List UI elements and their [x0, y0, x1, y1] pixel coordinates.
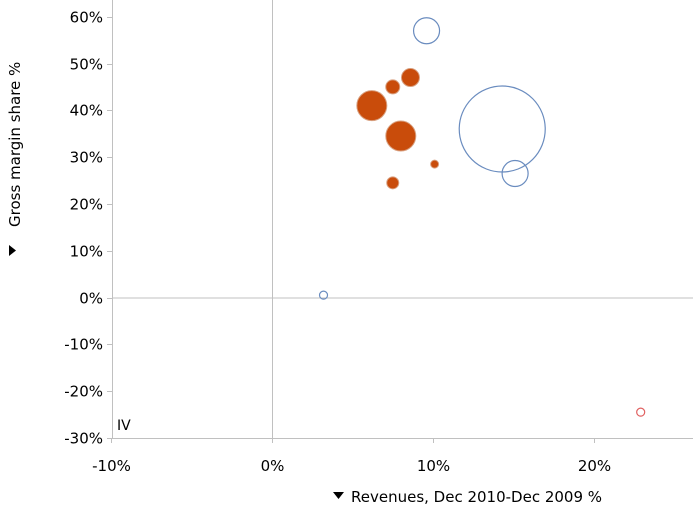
- x-tick-label: 20%: [578, 457, 611, 475]
- y-tick-label: 60%: [70, 9, 103, 27]
- y-tick-label: 50%: [70, 56, 103, 74]
- data-point-hollow-blue[interactable]: [501, 159, 529, 188]
- reference-lines: [112, 0, 693, 438]
- plot-frame: [112, 0, 693, 439]
- data-point-hollow-red[interactable]: [636, 407, 646, 417]
- data-point-filled[interactable]: [385, 79, 401, 95]
- data-point-filled[interactable]: [430, 159, 440, 169]
- x-axis-title: Revenues, Dec 2010-Dec 2009 %: [351, 488, 602, 506]
- y-tick-label: -10%: [64, 336, 103, 354]
- y-tick-label: 0%: [79, 290, 103, 308]
- y-axis-title-group[interactable]: Gross margin share %: [6, 62, 24, 256]
- data-point-filled[interactable]: [400, 68, 420, 88]
- y-tick-label: 30%: [70, 149, 103, 167]
- x-axis-title-group[interactable]: Revenues, Dec 2010-Dec 2009 %: [333, 488, 602, 506]
- y-axis-ticks: -30% -20% -10% 0% 10% 20% 30% 40% 50% 60%: [64, 9, 112, 448]
- quadrant-label: IV: [117, 418, 131, 434]
- x-axis-ticks: -10% 0% 10% 20%: [92, 438, 611, 475]
- x-tick-label: -10%: [92, 457, 131, 475]
- data-point-filled[interactable]: [386, 176, 400, 190]
- data-point-filled[interactable]: [385, 120, 417, 152]
- y-tick-label: -20%: [64, 383, 103, 401]
- y-tick-label: -30%: [64, 430, 103, 448]
- triangle-icon[interactable]: [333, 492, 344, 499]
- data-point-hollow-blue[interactable]: [412, 17, 441, 45]
- triangle-icon[interactable]: [9, 245, 16, 256]
- x-tick-label: 10%: [417, 457, 450, 475]
- y-tick-label: 10%: [70, 243, 103, 261]
- data-point-hollow-blue[interactable]: [318, 290, 329, 300]
- data-points: [318, 17, 646, 417]
- y-tick-label: 20%: [70, 196, 103, 214]
- data-point-hollow-blue[interactable]: [458, 85, 546, 173]
- y-axis-title: Gross margin share %: [6, 62, 24, 227]
- data-point-filled[interactable]: [356, 90, 388, 122]
- x-tick-label: 0%: [261, 457, 285, 475]
- y-tick-label: 40%: [70, 102, 103, 120]
